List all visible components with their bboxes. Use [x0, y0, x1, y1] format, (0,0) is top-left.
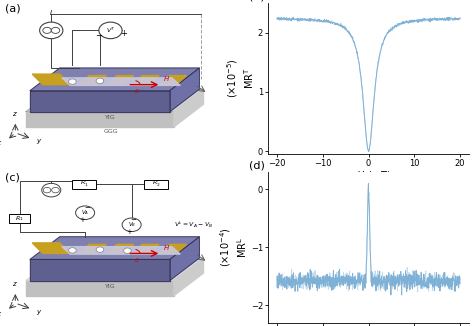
- FancyBboxPatch shape: [144, 180, 168, 189]
- Circle shape: [96, 78, 104, 83]
- Polygon shape: [62, 247, 180, 254]
- Polygon shape: [132, 76, 159, 85]
- Polygon shape: [32, 243, 70, 253]
- Y-axis label: ($\times 10^{-4}$)
MR$^\mathrm{L}$: ($\times 10^{-4}$) MR$^\mathrm{L}$: [219, 228, 249, 267]
- Polygon shape: [30, 237, 199, 259]
- Text: $+$: $+$: [120, 28, 128, 38]
- Text: $+$: $+$: [80, 215, 87, 224]
- Text: $I$: $I$: [49, 8, 53, 17]
- Text: $H$: $H$: [164, 243, 171, 252]
- Polygon shape: [132, 244, 159, 253]
- Polygon shape: [159, 244, 187, 253]
- Text: (d): (d): [249, 160, 265, 170]
- Circle shape: [69, 248, 76, 253]
- Text: (a): (a): [5, 3, 20, 13]
- Text: $V^T$: $V^T$: [106, 26, 115, 35]
- Text: $-$: $-$: [130, 215, 137, 221]
- Text: $-$: $-$: [95, 29, 103, 38]
- Text: (b): (b): [249, 0, 264, 2]
- Text: $z$: $z$: [12, 110, 18, 118]
- Polygon shape: [106, 76, 134, 85]
- Polygon shape: [32, 74, 70, 85]
- Circle shape: [124, 248, 131, 253]
- Text: $y$: $y$: [36, 137, 43, 146]
- Circle shape: [99, 22, 122, 39]
- Circle shape: [40, 22, 63, 39]
- Text: $R_2'$: $R_2'$: [152, 179, 160, 189]
- Circle shape: [96, 247, 104, 252]
- Text: $V_A$: $V_A$: [81, 208, 89, 217]
- Circle shape: [122, 218, 141, 231]
- Circle shape: [42, 183, 61, 197]
- Text: $H$: $H$: [164, 74, 171, 83]
- Polygon shape: [159, 76, 187, 85]
- Text: $x$: $x$: [0, 310, 3, 318]
- Text: $x$: $x$: [0, 140, 3, 147]
- Text: $V_B$: $V_B$: [128, 220, 136, 229]
- Polygon shape: [30, 91, 170, 112]
- Text: $z$: $z$: [12, 280, 18, 288]
- Polygon shape: [170, 68, 199, 112]
- Circle shape: [52, 187, 59, 193]
- Text: $\theta$: $\theta$: [134, 87, 139, 95]
- Text: GGG: GGG: [103, 129, 118, 134]
- Text: $y$: $y$: [36, 308, 43, 317]
- Polygon shape: [174, 258, 203, 296]
- Polygon shape: [170, 237, 199, 281]
- Circle shape: [43, 187, 51, 193]
- FancyBboxPatch shape: [9, 214, 30, 223]
- Polygon shape: [26, 89, 203, 112]
- Circle shape: [51, 27, 60, 33]
- Circle shape: [69, 79, 76, 84]
- Text: (c): (c): [5, 172, 19, 182]
- Polygon shape: [26, 112, 174, 127]
- Circle shape: [75, 206, 95, 219]
- Polygon shape: [30, 259, 170, 281]
- Text: $\theta$: $\theta$: [134, 256, 139, 264]
- Text: $+$: $+$: [126, 227, 133, 236]
- Y-axis label: ($\times 10^{-5}$)
MR$^\mathrm{T}$: ($\times 10^{-5}$) MR$^\mathrm{T}$: [225, 59, 256, 98]
- Text: YIG: YIG: [105, 115, 116, 120]
- Polygon shape: [26, 258, 203, 281]
- Text: $R_1$: $R_1$: [15, 214, 24, 223]
- Polygon shape: [106, 244, 134, 253]
- Text: YIG: YIG: [105, 284, 116, 289]
- Polygon shape: [79, 244, 106, 253]
- X-axis label: $\mu_0H$ (mT): $\mu_0H$ (mT): [346, 169, 392, 183]
- Polygon shape: [62, 78, 180, 85]
- Polygon shape: [26, 281, 174, 296]
- Text: $R_1'$: $R_1'$: [80, 179, 89, 189]
- Text: $V^L = V_A - V_B$: $V^L = V_A - V_B$: [174, 220, 213, 230]
- FancyBboxPatch shape: [73, 180, 96, 189]
- Polygon shape: [174, 89, 203, 127]
- Text: $-$: $-$: [83, 203, 91, 209]
- Polygon shape: [30, 68, 199, 91]
- Circle shape: [43, 27, 51, 33]
- Polygon shape: [79, 76, 106, 85]
